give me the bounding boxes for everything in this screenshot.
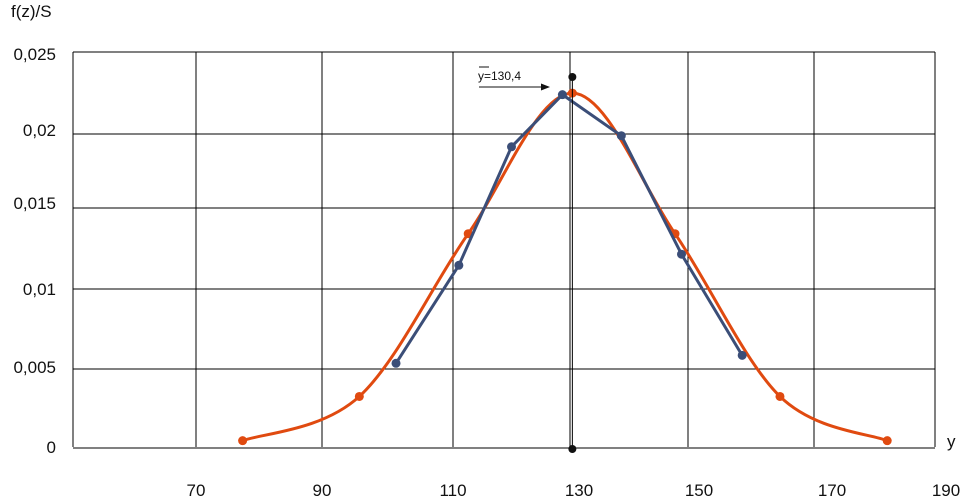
y-tick-label: 0,005 [13,358,56,377]
series-line-1 [241,91,889,443]
grid [72,51,936,449]
y-tick-label: 0 [47,438,56,457]
x-tick-label: 170 [818,481,846,499]
x-axis-label: у [947,432,956,451]
y-tick-labels: 0 0,005 0,01 0,015 0,02 0,025 [13,45,56,457]
series-point-2 [616,131,626,141]
series-point-1 [354,391,364,401]
mean-line-group: у=130,4 [478,66,577,453]
x-tick-label: 70 [187,481,206,499]
series-point-2 [557,90,567,100]
x-tick-label: 150 [685,481,713,499]
series-point-2 [454,260,464,270]
series-line-2 [394,93,744,365]
series-point-1 [882,436,892,446]
series-point-2 [507,142,516,152]
mean-line-top-marker [568,73,577,81]
x-tick-label: 130 [565,481,593,499]
series-point-1 [775,391,785,401]
x-tick-label: 110 [439,481,466,499]
y-tick-label: 0,01 [23,280,56,299]
mean-arrow-head [541,83,550,91]
x-tick-labels: 70 90 110 130 150 170 190 [187,481,961,499]
y-tick-label: 0,02 [23,121,56,140]
x-tick-label: 90 [313,481,332,499]
y-axis-label: f(z)/S [11,2,52,21]
series-layer [238,88,892,446]
series-point-2 [391,358,401,368]
mean-label: у=130,4 [478,69,521,83]
series-point-1 [238,436,248,446]
y-tick-label: 0,015 [13,194,56,213]
mean-line-bottom-marker [568,445,577,453]
y-tick-label: 0,025 [13,45,56,64]
series-point-2 [677,249,687,259]
series-point-2 [737,350,747,360]
x-tick-label: 190 [932,481,960,499]
